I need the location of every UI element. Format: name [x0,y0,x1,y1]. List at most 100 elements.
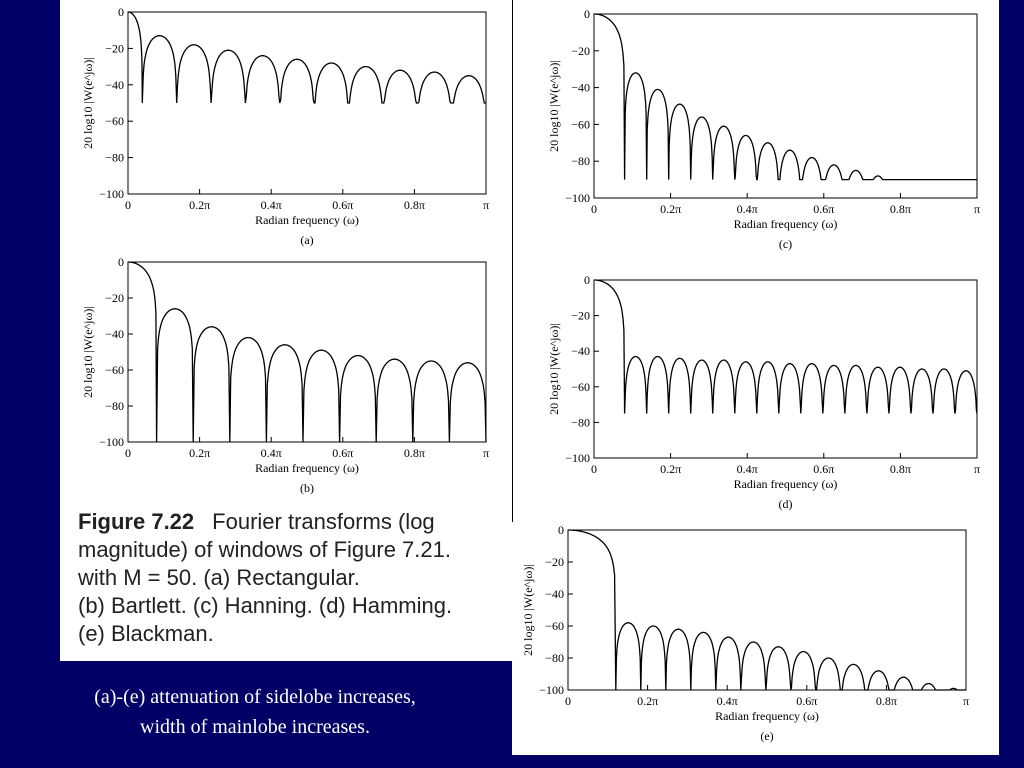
x-tick-label: 0.6π [332,198,353,212]
x-tick-label: 0 [591,462,597,476]
y-tick-label: −100 [565,451,590,465]
y-axis-label: 20 log10 |W(e^jω)| [547,60,561,152]
y-tick-label: −60 [545,619,564,633]
y-tick-label: −40 [545,587,564,601]
figure-panel-e [512,522,999,755]
panel-label: (d) [779,497,793,511]
y-tick-label: −80 [545,651,564,665]
figure-caption: Figure 7.22 Fourier transforms (log magni… [78,508,508,648]
x-tick-label: 0.6π [332,446,353,460]
y-tick-label: −100 [565,191,590,205]
slide-note-line-1: (a)-(e) attenuation of sidelobe increase… [94,686,416,708]
x-tick-label: 0 [591,202,597,216]
y-tick-label: −80 [571,415,590,429]
caption-text: Fourier transforms (log [212,509,435,534]
x-tick-label: 0.4π [737,462,758,476]
y-tick-label: −40 [571,81,590,95]
y-tick-label: −40 [105,78,124,92]
plot-frame [567,529,967,691]
x-tick-label: 0.4π [261,446,282,460]
magnitude-response-line [594,13,977,181]
y-tick-label: −100 [99,435,124,449]
panel-label: (e) [760,729,773,743]
x-tick-label: 0 [565,694,571,708]
x-tick-label: π [974,462,980,476]
caption-line-5: (e) Blackman. [78,621,214,646]
y-tick-label: 0 [118,255,124,269]
y-tick-label: −20 [105,291,124,305]
x-tick-label: π [483,198,489,212]
y-tick-label: 0 [584,7,590,21]
x-tick-label: 0.2π [660,462,681,476]
y-tick-label: −60 [571,117,590,131]
magnitude-response-line [128,11,486,104]
x-tick-label: 0.2π [660,202,681,216]
caption-line-3: with M = 50. (a) Rectangular. [78,565,360,590]
x-axis-label: Radian frequency (ω) [734,217,838,231]
y-tick-label: −60 [105,114,124,128]
x-tick-label: 0.8π [876,694,897,708]
panel-divider [512,0,513,522]
y-tick-label: −100 [99,187,124,201]
magnitude-response-line [128,261,487,443]
x-tick-label: 0.4π [737,202,758,216]
y-tick-label: −60 [571,380,590,394]
x-tick-label: π [974,202,980,216]
figure-panel-right [512,0,999,522]
y-tick-label: −80 [105,399,124,413]
x-axis-label: Radian frequency (ω) [734,477,838,491]
caption-line-1: Figure 7.22 Fourier transforms (log [78,508,508,536]
x-tick-label: 0.8π [404,198,425,212]
plot-frame [593,13,978,199]
figure-panel-left [60,0,512,661]
plot-frame [127,11,487,195]
x-tick-label: 0.4π [261,198,282,212]
y-tick-label: −40 [571,344,590,358]
y-axis-label: 20 log10 |W(e^jω)| [547,323,561,415]
plot-frame [593,279,978,459]
x-tick-label: 0.6π [813,462,834,476]
x-axis-label: Radian frequency (ω) [255,461,359,475]
y-axis-label: 20 log10 |W(e^jω)| [521,564,535,656]
x-axis-label: Radian frequency (ω) [715,709,819,723]
x-tick-label: 0.6π [796,694,817,708]
caption-line-4: (b) Bartlett. (c) Hanning. (d) Hamming. [78,593,453,618]
y-tick-label: −20 [105,41,124,55]
slide-note-line-2: width of mainlobe increases. [140,716,370,738]
y-tick-label: −20 [571,309,590,323]
caption-figure-label: Figure 7.22 [78,509,195,534]
x-tick-label: 0.6π [813,202,834,216]
x-axis-label: Radian frequency (ω) [255,213,359,227]
y-tick-label: −80 [105,151,124,165]
x-tick-label: π [963,694,969,708]
caption-line-2: magnitude) of windows of Figure 7.21. [78,537,451,562]
x-tick-label: 0.4π [717,694,738,708]
y-tick-label: 0 [584,273,590,287]
y-tick-label: −40 [105,327,124,341]
x-tick-label: 0 [125,446,131,460]
y-tick-label: −60 [105,363,124,377]
x-tick-label: 0.8π [890,462,911,476]
y-axis-label: 20 log10 |W(e^jω)| [81,57,95,149]
x-tick-label: 0.8π [404,446,425,460]
x-tick-label: 0.2π [189,198,210,212]
y-tick-label: −80 [571,154,590,168]
x-tick-label: 0.2π [637,694,658,708]
x-tick-label: 0.2π [189,446,210,460]
y-tick-label: −100 [539,683,564,697]
y-tick-label: 0 [118,5,124,19]
x-tick-label: 0.8π [890,202,911,216]
panel-label: (c) [779,237,792,251]
slide-note: (a)-(e) attenuation of sidelobe increase… [20,682,490,742]
y-tick-label: −20 [545,555,564,569]
y-axis-label: 20 log10 |W(e^jω)| [81,306,95,398]
magnitude-response-line [594,279,978,414]
y-tick-label: −20 [571,44,590,58]
plot-frame [127,261,487,443]
y-tick-label: 0 [558,523,564,537]
